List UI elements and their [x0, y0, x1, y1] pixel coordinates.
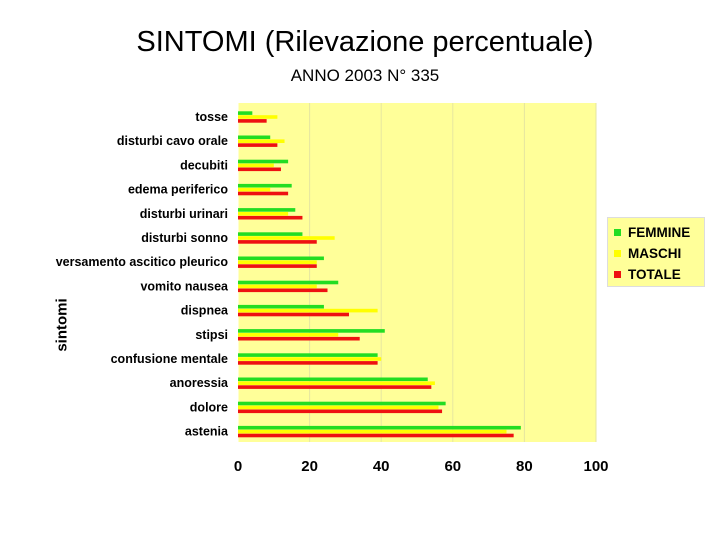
- bar-totale-11: [238, 385, 432, 389]
- bar-femmine-3: [238, 183, 292, 188]
- bar-femmine-10: [238, 353, 378, 357]
- category-label: confusione mentale: [111, 352, 228, 366]
- bar-femmine-1: [238, 135, 271, 140]
- bar-totale-13: [238, 433, 514, 438]
- bar-totale-7: [238, 288, 328, 293]
- bar-maschi-5: [238, 236, 335, 240]
- x-tick-label: 20: [301, 458, 318, 475]
- category-label: anoressia: [170, 376, 229, 390]
- category-label: dispnea: [181, 304, 229, 318]
- bar-maschi-0: [238, 115, 278, 119]
- x-tick-label: 60: [444, 458, 461, 475]
- bar-maschi-9: [238, 333, 339, 337]
- category-label: dolore: [190, 400, 228, 414]
- legend-label-maschi: MASCHI: [628, 246, 682, 261]
- bar-femmine-8: [238, 304, 324, 309]
- bar-femmine-9: [238, 329, 385, 333]
- legend-label-femmine: FEMMINE: [628, 225, 691, 240]
- bar-femmine-0: [238, 111, 253, 115]
- bar-maschi-11: [238, 381, 435, 385]
- bar-femmine-2: [238, 159, 289, 164]
- y-axis-label: sintomi: [53, 298, 71, 352]
- legend-item-femmine: FEMMINE: [614, 222, 704, 243]
- bar-maschi-13: [238, 429, 507, 434]
- bar-totale-6: [238, 264, 317, 268]
- bar-totale-8: [238, 312, 349, 317]
- legend-item-maschi: MASCHI: [614, 243, 704, 264]
- bar-totale-2: [238, 167, 281, 172]
- bar-maschi-3: [238, 187, 271, 192]
- bar-totale-4: [238, 215, 303, 220]
- x-tick-label: 0: [234, 458, 242, 475]
- category-label: stipsi: [195, 328, 228, 342]
- legend-item-totale: TOTALE: [614, 264, 704, 285]
- bar-femmine-13: [238, 425, 521, 430]
- bar-totale-9: [238, 336, 360, 341]
- category-label: vomito nausea: [140, 279, 229, 293]
- bar-totale-3: [238, 191, 289, 196]
- bar-maschi-8: [238, 308, 378, 313]
- bar-totale-5: [238, 240, 317, 244]
- category-label: astenia: [185, 425, 229, 439]
- category-label: edema periferico: [128, 183, 228, 197]
- chart-subtitle: ANNO 2003 N° 335: [290, 66, 440, 85]
- bar-maschi-1: [238, 139, 285, 143]
- category-label: disturbi cavo orale: [117, 134, 228, 148]
- bar-maschi-6: [238, 260, 317, 264]
- category-label: tosse: [195, 110, 228, 124]
- x-tick-label: 40: [373, 458, 390, 475]
- bar-maschi-2: [238, 163, 274, 168]
- category-label: disturbi sonno: [141, 231, 228, 245]
- category-label: decubiti: [180, 158, 228, 172]
- x-tick-label: 100: [583, 458, 608, 475]
- x-tick-label: 80: [516, 458, 533, 475]
- bar-totale-10: [238, 361, 378, 365]
- bar-femmine-4: [238, 208, 296, 212]
- plot-area: [238, 103, 596, 442]
- legend-swatch-femmine: [614, 229, 621, 236]
- legend-swatch-totale: [614, 271, 621, 278]
- legend-label-totale: TOTALE: [628, 267, 681, 282]
- bar-femmine-6: [238, 256, 324, 261]
- category-label: disturbi urinari: [140, 207, 228, 221]
- chart-title: SINTOMI (Rilevazione percentuale): [136, 26, 594, 58]
- legend: FEMMINE MASCHI TOTALE: [607, 217, 705, 287]
- bar-maschi-10: [238, 357, 382, 361]
- bar-femmine-7: [238, 280, 339, 285]
- bar-femmine-5: [238, 232, 303, 236]
- bar-maschi-7: [238, 284, 317, 289]
- bar-femmine-12: [238, 401, 446, 406]
- bar-maschi-4: [238, 212, 289, 216]
- bar-totale-1: [238, 143, 278, 147]
- bar-femmine-11: [238, 377, 428, 382]
- bar-maschi-12: [238, 405, 439, 410]
- bar-totale-0: [238, 119, 267, 123]
- legend-swatch-maschi: [614, 250, 621, 257]
- category-label: versamento ascitico pleurico: [56, 255, 229, 269]
- bar-totale-12: [238, 409, 443, 414]
